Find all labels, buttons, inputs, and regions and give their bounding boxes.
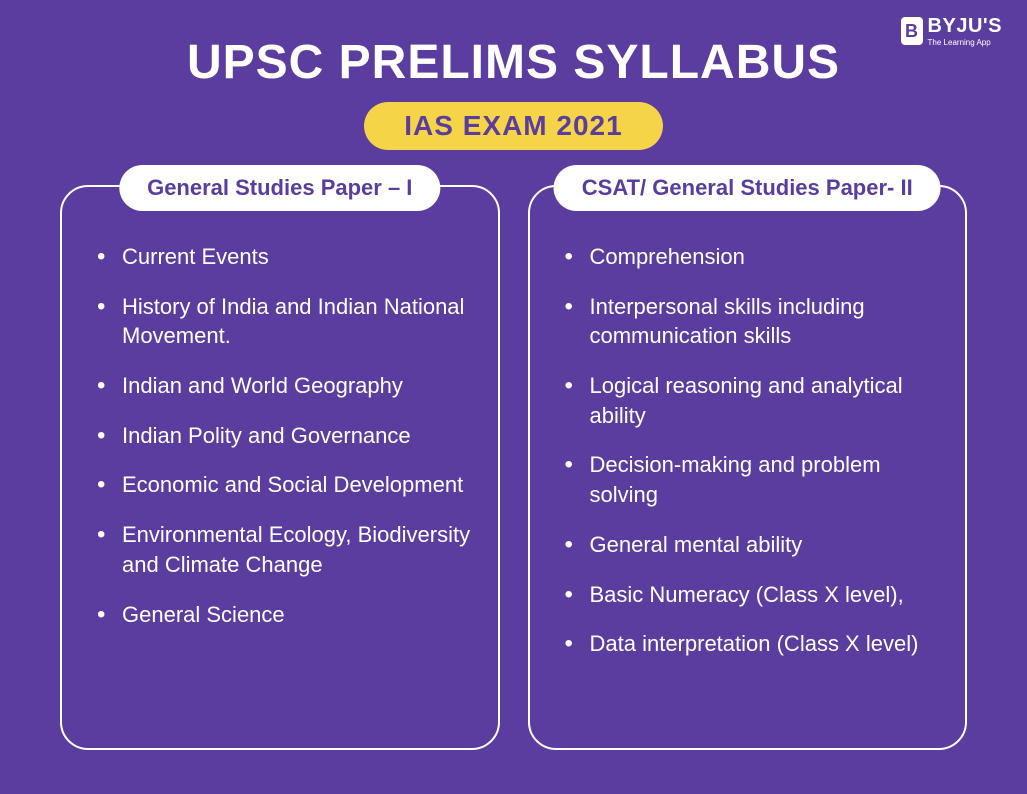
main-title: UPSC PRELIMS SYLLABUS: [0, 0, 1027, 90]
list-paper-1: Current Events History of India and Indi…: [97, 232, 473, 639]
logo-icon: B: [901, 17, 923, 45]
list-item: Decision-making and problem solving: [565, 440, 941, 519]
panel-header-paper-1: General Studies Paper – I: [119, 165, 440, 211]
list-item: Basic Numeracy (Class X level),: [565, 570, 941, 620]
panel-paper-1: General Studies Paper – I Current Events…: [60, 185, 500, 750]
list-item: History of India and Indian National Mov…: [97, 282, 473, 361]
subtitle-badge: IAS EXAM 2021: [364, 102, 662, 150]
list-item: Environmental Ecology, Biodiversity and …: [97, 510, 473, 589]
panel-paper-2: CSAT/ General Studies Paper- II Comprehe…: [528, 185, 968, 750]
logo-tagline: The Learning App: [928, 38, 1002, 47]
list-item: Data interpretation (Class X level): [565, 619, 941, 669]
brand-logo: B BYJU'S The Learning App: [901, 15, 1002, 47]
list-item: Current Events: [97, 232, 473, 282]
list-item: Economic and Social Development: [97, 460, 473, 510]
list-item: Logical reasoning and analytical ability: [565, 361, 941, 440]
logo-brand: BYJU'S: [928, 15, 1002, 38]
panel-header-paper-2: CSAT/ General Studies Paper- II: [554, 165, 941, 211]
logo-text-group: BYJU'S The Learning App: [928, 15, 1002, 47]
list-item: Indian Polity and Governance: [97, 411, 473, 461]
list-item: General Science: [97, 590, 473, 640]
list-item: Comprehension: [565, 232, 941, 282]
panels-container: General Studies Paper – I Current Events…: [0, 185, 1027, 750]
list-item: General mental ability: [565, 520, 941, 570]
subtitle-container: IAS EXAM 2021: [0, 102, 1027, 150]
list-paper-2: Comprehension Interpersonal skills inclu…: [565, 232, 941, 669]
list-item: Interpersonal skills including communica…: [565, 282, 941, 361]
list-item: Indian and World Geography: [97, 361, 473, 411]
